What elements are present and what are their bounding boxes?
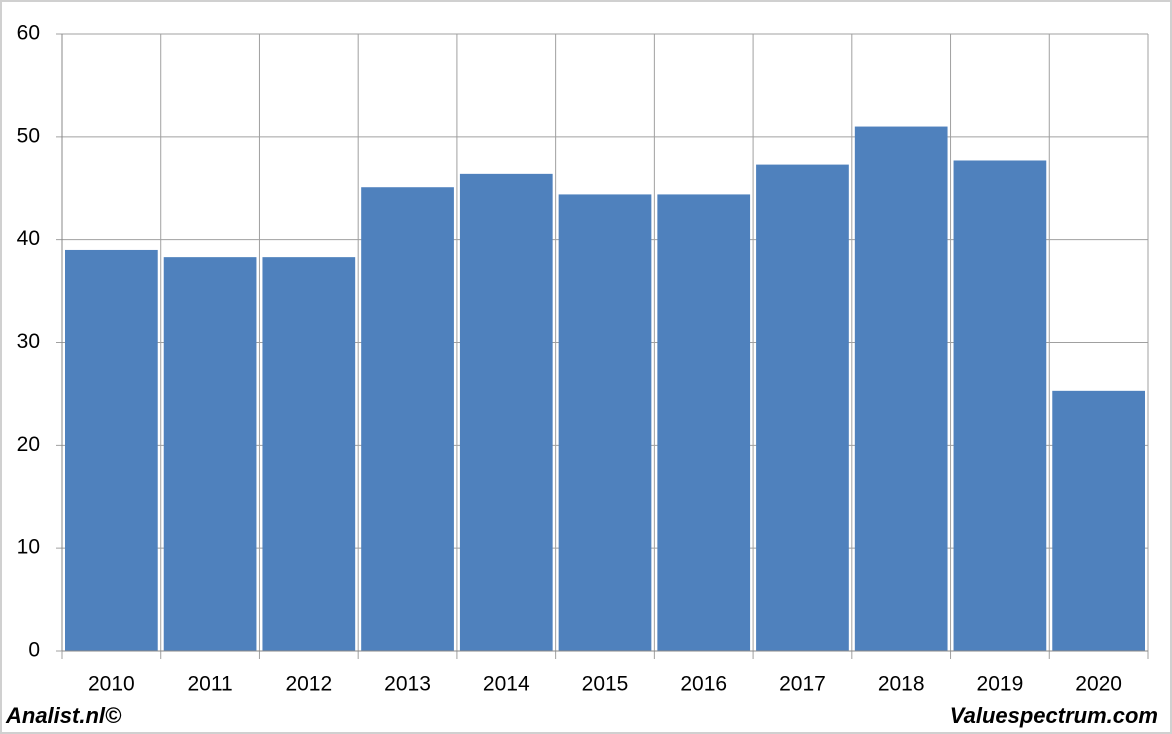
y-tick-label: 10 [17, 536, 40, 559]
footer-right: Valuespectrum.com [950, 703, 1158, 728]
bar [459, 173, 553, 651]
x-tick-label: 2011 [188, 673, 233, 696]
bar [361, 187, 454, 651]
x-tick-label: 2020 [1075, 673, 1122, 696]
y-tick-label: 30 [17, 330, 40, 353]
y-tick-label: 0 [28, 639, 40, 662]
footer-left: Analist.nl© [5, 703, 122, 728]
y-tick-label: 40 [17, 227, 40, 250]
x-tick-label: 2014 [483, 673, 530, 696]
bar [854, 126, 948, 652]
bar [65, 249, 158, 651]
bar [262, 257, 356, 651]
x-tick-label: 2017 [779, 673, 826, 696]
y-tick-label: 50 [17, 124, 40, 147]
x-tick-label: 2012 [285, 673, 332, 696]
x-tick-label: 2015 [582, 673, 629, 696]
bar [1052, 390, 1145, 651]
bar [558, 194, 652, 652]
x-tick-label: 2018 [878, 673, 925, 696]
bar [953, 160, 1047, 652]
x-tick-label: 2019 [977, 673, 1024, 696]
x-tick-label: 2013 [384, 673, 431, 696]
bar [163, 257, 257, 651]
x-tick-label: 2010 [88, 673, 135, 696]
bar [657, 194, 751, 652]
bar [756, 164, 849, 651]
x-tick-label: 2016 [680, 673, 727, 696]
y-tick-label: 20 [17, 433, 40, 456]
y-tick-label: 60 [17, 22, 40, 45]
